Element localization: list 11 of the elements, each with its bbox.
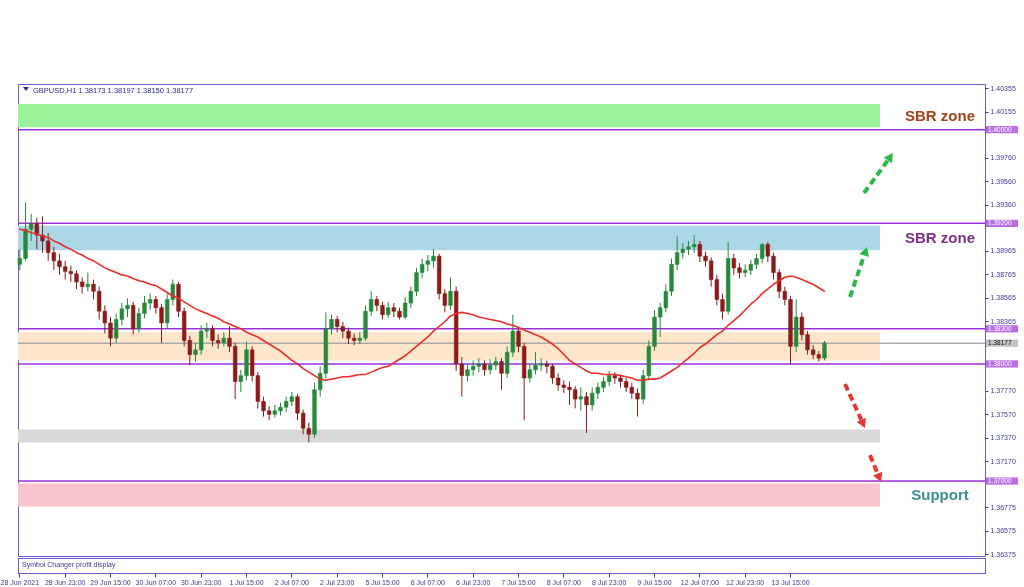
candlestick bbox=[34, 217, 39, 250]
candlestick bbox=[448, 276, 453, 311]
candlestick bbox=[499, 357, 504, 391]
candlestick bbox=[85, 272, 90, 292]
candlestick bbox=[822, 340, 827, 361]
band-label: SBR zone bbox=[904, 229, 976, 247]
band-label: Support bbox=[911, 486, 969, 504]
band-label: SBR zone bbox=[904, 106, 976, 124]
candlestick bbox=[131, 301, 136, 336]
candlestick bbox=[578, 386, 583, 412]
candlestick bbox=[584, 391, 589, 434]
